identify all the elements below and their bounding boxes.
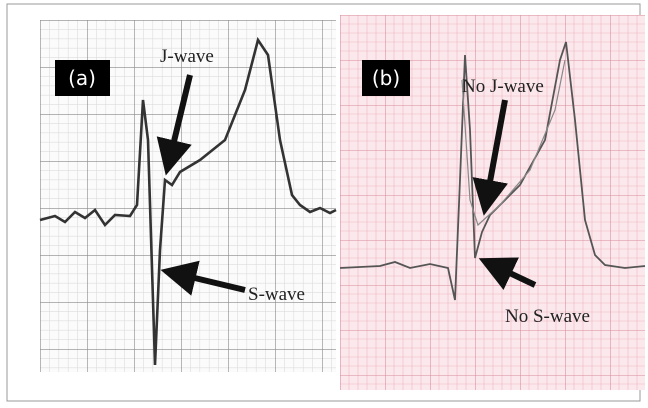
panel-label: (a) <box>68 66 96 90</box>
annotation: No J-wave <box>462 76 544 97</box>
page: {"panels": [ {"label": "(a)", "annotatio… <box>0 0 648 408</box>
annotation: S-wave <box>248 284 305 305</box>
annotation: No S-wave <box>505 306 590 327</box>
figure: (a) J-wave S-wave (b) No J-wave No S-wav… <box>0 0 648 408</box>
panel-label: (b) <box>372 66 400 90</box>
annotation: J-wave <box>160 46 214 67</box>
